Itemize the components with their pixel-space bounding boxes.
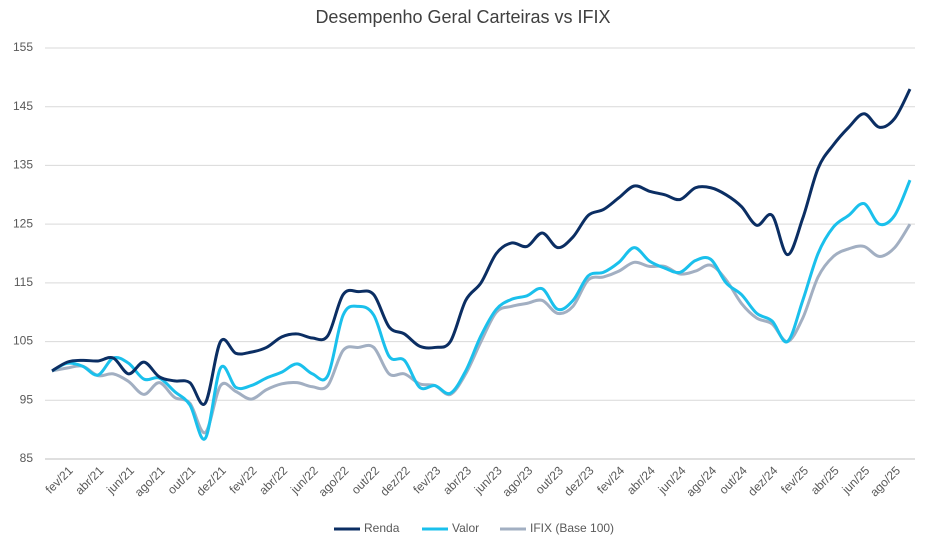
x-tick-label: dez/24	[745, 463, 781, 499]
x-tick-label: fev/21	[43, 463, 76, 496]
x-tick-label: fev/24	[594, 463, 627, 496]
x-tick-label: abr/25	[808, 463, 842, 497]
x-tick-label: jun/25	[839, 463, 873, 497]
x-tick-label: dez/21	[194, 463, 230, 499]
x-tick-label: out/24	[716, 463, 750, 497]
x-tick-label: abr/23	[440, 463, 474, 497]
y-tick-label: 95	[20, 392, 34, 406]
x-tick-label: dez/22	[377, 463, 413, 499]
y-tick-label: 85	[20, 451, 34, 465]
x-tick-label: out/21	[165, 463, 199, 497]
x-tick-label: fev/23	[410, 463, 443, 496]
y-tick-label: 125	[13, 216, 33, 230]
x-tick-label: dez/23	[561, 463, 597, 499]
x-tick-label: ago/22	[316, 463, 352, 499]
legend-label: IFIX (Base 100)	[530, 521, 614, 535]
x-tick-label: jun/24	[655, 463, 689, 497]
line-series	[51, 88, 912, 406]
x-tick-label: ago/24	[683, 463, 719, 499]
x-tick-label: fev/25	[778, 463, 811, 496]
x-tick-label: ago/25	[867, 463, 903, 499]
y-tick-label: 155	[13, 40, 33, 54]
x-tick-label: jun/21	[103, 463, 137, 497]
x-tick-label: out/22	[349, 463, 383, 497]
x-tick-label: out/23	[532, 463, 566, 497]
x-tick-label: ago/23	[499, 463, 535, 499]
line-series	[51, 223, 912, 435]
x-tick-label: jun/23	[471, 463, 505, 497]
chart-title: Desempenho Geral Carteiras vs IFIX	[315, 7, 610, 27]
x-tick-label: abr/24	[624, 463, 658, 497]
line-series	[51, 179, 912, 441]
y-tick-label: 135	[13, 158, 33, 172]
x-tick-label: jun/22	[287, 463, 321, 497]
legend-label: Renda	[364, 521, 400, 535]
x-tick-label: abr/21	[72, 463, 106, 497]
x-tick-label: fev/22	[227, 463, 260, 496]
y-tick-label: 145	[13, 99, 33, 113]
y-tick-label: 115	[14, 275, 33, 289]
x-tick-label: ago/21	[132, 463, 168, 499]
legend-label: Valor	[452, 521, 479, 535]
y-tick-label: 105	[13, 334, 33, 348]
x-tick-label: abr/22	[256, 463, 290, 497]
